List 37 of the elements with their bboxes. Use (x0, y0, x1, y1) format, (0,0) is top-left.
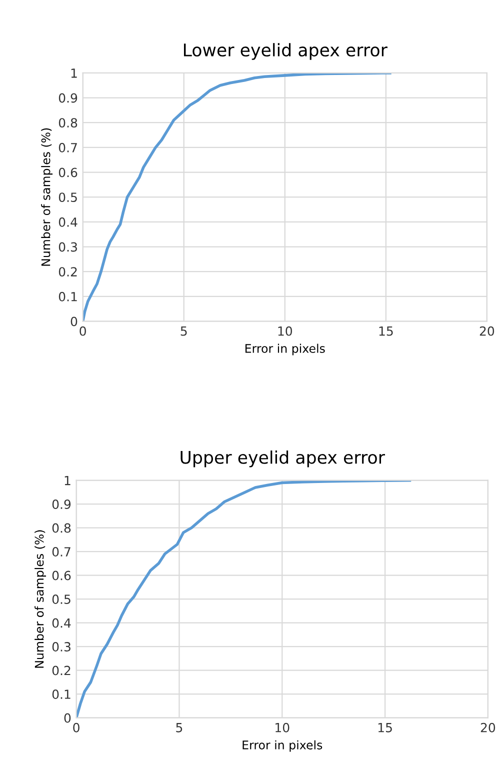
chart-title: Lower eyelid apex error (184, 43, 388, 60)
y-tick-label: 0.3 (52, 642, 70, 652)
y-tick-label: 0.8 (58, 118, 78, 128)
y-axis-title: Number of samples (%) (41, 128, 53, 266)
y-tick-label: 0.9 (58, 93, 78, 103)
y-tick-label: 0.5 (58, 192, 77, 202)
x-axis-title: Error in pixels (245, 344, 325, 356)
y-tick-label: 0.4 (52, 618, 71, 628)
y-tick-label: 0.2 (52, 666, 70, 676)
y-tick-label: 0.4 (58, 217, 78, 227)
y-tick-label: 0.6 (58, 168, 78, 178)
y-tick-label: 0.1 (52, 690, 70, 699)
x-tick-label: 5 (180, 326, 187, 336)
y-tick-label: 1 (71, 68, 77, 78)
x-axis-title: Error in pixels (242, 740, 322, 752)
y-tick-label: 0.7 (52, 547, 70, 557)
y-tick-label: 0.9 (52, 500, 71, 510)
x-tick-label: 15 (378, 723, 392, 732)
y-tick-label: 0.2 (58, 267, 77, 277)
y-tick-label: 1 (64, 476, 70, 486)
y-tick-label: 0.6 (52, 570, 71, 580)
y-axis-title: Number of samples (%) (34, 530, 46, 668)
x-tick-label: 5 (176, 723, 182, 732)
y-tick-label: 0.1 (58, 292, 77, 302)
x-tick-label: 10 (276, 722, 290, 732)
y-tick-label: 0.8 (52, 523, 71, 533)
x-tick-label: 10 (278, 326, 292, 336)
x-tick-label: 20 (480, 326, 494, 336)
y-tick-label: 0.7 (58, 142, 77, 152)
y-tick-label: 0 (64, 713, 71, 723)
y-tick-label: 0.5 (52, 594, 70, 604)
x-tick-label: 15 (379, 326, 393, 336)
x-tick-label: 0 (80, 326, 86, 336)
y-tick-label: 0 (70, 316, 78, 326)
y-tick-label: 0.3 (58, 242, 77, 252)
chart-title: Upper eyelid apex error (180, 450, 385, 468)
x-tick-label: 20 (480, 722, 496, 732)
